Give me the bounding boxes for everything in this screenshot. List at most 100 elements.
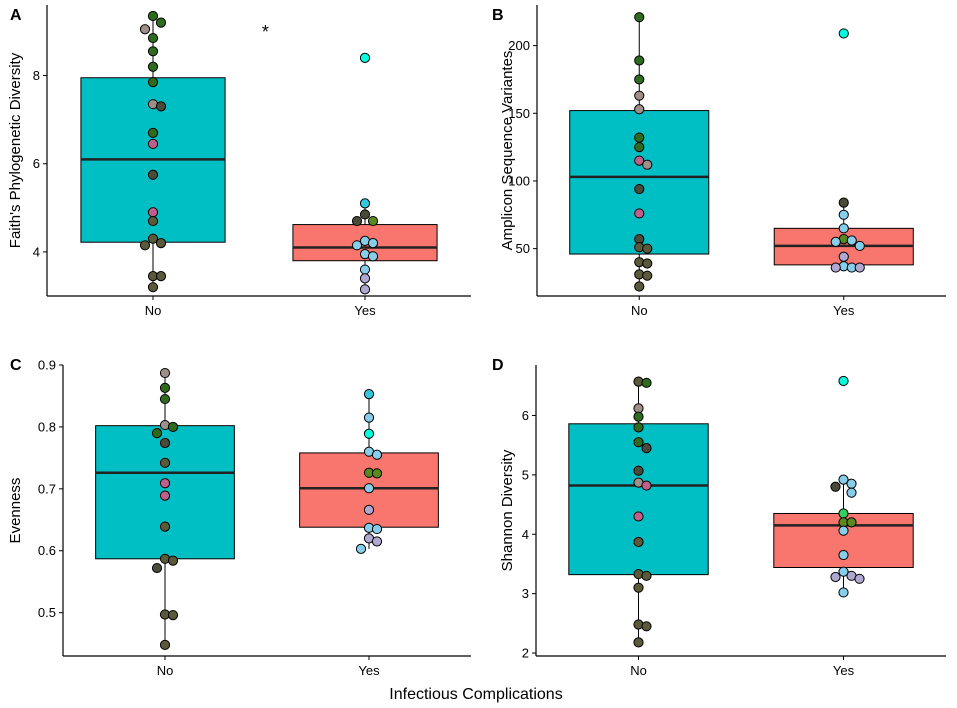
data-point [363, 428, 375, 439]
data-point [155, 17, 167, 28]
y-axis-title: Faith's Phylogenetic Diversity [7, 52, 24, 248]
data-point [642, 243, 653, 254]
data-point [151, 562, 163, 574]
data-point [359, 198, 371, 209]
data-point [846, 487, 857, 498]
data-point [147, 127, 159, 138]
data-point [147, 169, 159, 180]
data-point [641, 480, 652, 491]
data-point [830, 236, 841, 247]
data-point [642, 258, 653, 269]
y-tick-label: 8 [33, 68, 40, 83]
y-tick-label: 0.5 [38, 605, 56, 620]
data-point [641, 377, 652, 388]
data-point [155, 237, 167, 249]
data-point [633, 536, 644, 548]
data-point [359, 264, 371, 275]
data-point [838, 223, 849, 234]
y-axis-title: Shannon Diversity [499, 449, 516, 571]
data-point [159, 639, 171, 650]
data-point [367, 237, 379, 249]
data-point [838, 197, 849, 208]
data-point [159, 521, 171, 532]
x-tick-label: No [145, 303, 162, 318]
x-tick-label: Yes [358, 663, 380, 678]
data-point [838, 209, 849, 220]
data-point [641, 621, 652, 632]
panel-d: D Shannon Diversity 2 3 4 5 6 No Yes [492, 357, 946, 678]
data-point [159, 478, 171, 489]
data-point [838, 28, 849, 39]
y-tick-label: 5 [522, 467, 529, 482]
data-point [359, 52, 371, 64]
y-tick-label: 6 [33, 156, 40, 171]
data-point [367, 215, 379, 227]
y-tick-label: 0.6 [38, 543, 56, 558]
y-tick-label: 150 [508, 106, 530, 121]
data-point [642, 159, 653, 170]
data-point [159, 367, 171, 379]
data-point [147, 46, 159, 57]
data-point [367, 251, 379, 262]
data-point [633, 511, 644, 522]
data-point [838, 587, 849, 598]
panel-b: B Amplicon Sequence Variantes 50 100 150 200 N… [492, 5, 946, 318]
data-point [147, 32, 159, 44]
data-point [351, 215, 363, 227]
data-point [634, 104, 645, 115]
data-point [846, 235, 857, 246]
y-tick-label: 4 [522, 527, 529, 542]
data-point [363, 483, 375, 494]
y-tick-label: 2 [522, 646, 529, 661]
significance-annotation: * [262, 22, 269, 42]
y-tick-label: 0.9 [38, 358, 56, 373]
y-tick-label: 0.7 [38, 481, 56, 496]
panel-letter: B [492, 7, 504, 24]
data-point [147, 138, 159, 149]
data-point [147, 61, 159, 72]
data-point [634, 142, 645, 153]
data-point [151, 428, 163, 439]
data-point [846, 517, 857, 528]
data-point [633, 411, 644, 422]
data-point [147, 282, 159, 293]
data-point [633, 637, 644, 648]
data-point [633, 465, 644, 476]
data-point [363, 412, 375, 423]
box-no [569, 110, 710, 255]
data-point [351, 240, 363, 251]
data-point [371, 536, 383, 547]
data-point [147, 207, 159, 218]
data-point [634, 12, 645, 23]
data-point [634, 74, 645, 85]
data-point [167, 555, 179, 566]
data-point [139, 240, 151, 251]
data-point [159, 457, 171, 468]
y-tick-label: 3 [522, 586, 529, 601]
data-point [634, 55, 645, 66]
data-point [633, 582, 644, 593]
data-point [838, 508, 849, 519]
data-point [633, 422, 644, 433]
data-point [838, 251, 849, 262]
data-point [846, 478, 857, 489]
data-point [642, 270, 653, 281]
data-point [159, 382, 171, 394]
x-tick-label: No [631, 303, 648, 318]
data-point [634, 183, 645, 195]
y-tick-label: 6 [522, 408, 529, 423]
data-point [159, 393, 171, 405]
data-point [363, 389, 375, 400]
data-point [830, 262, 841, 273]
y-axis-title: Evenness [7, 478, 24, 544]
data-point [147, 10, 159, 22]
y-tick-label: 200 [508, 38, 530, 53]
data-point [155, 271, 167, 282]
x-tick-label: Yes [833, 663, 855, 678]
y-tick-label: 0.8 [38, 419, 56, 434]
data-point [838, 375, 849, 387]
panel-a: A Faith's Phylogenetic Diversity 4 6 8 No Yes * [7, 5, 471, 318]
panel-c: C Evenness 0.5 0.6 0.7 0.8 0.9 No Yes [7, 357, 471, 678]
x-axis-title: Infectious Complications [389, 686, 562, 703]
